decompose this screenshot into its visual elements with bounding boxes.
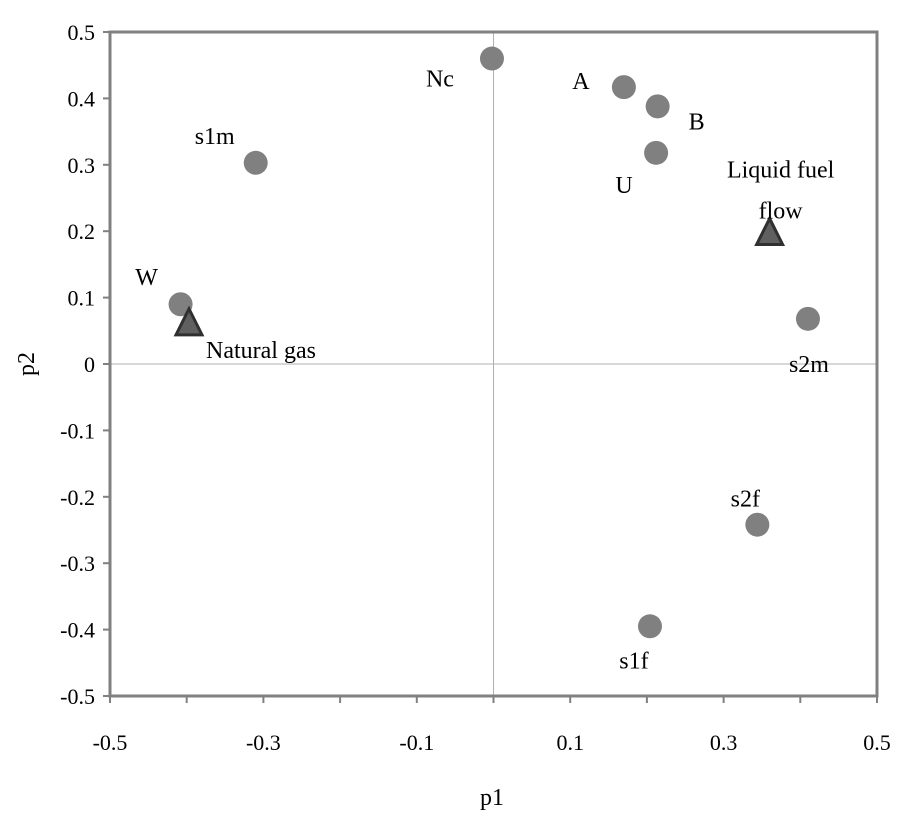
- scatter-point: [611, 75, 636, 100]
- y-tick-label: -0.5: [60, 684, 95, 709]
- triangle-marker: [754, 215, 786, 247]
- x-tick-label: -0.5: [93, 730, 128, 755]
- scatter-point: [795, 306, 820, 331]
- triangle-marker: [173, 305, 205, 337]
- scatter-point: [243, 150, 268, 175]
- zero-lines: [110, 32, 877, 696]
- y-tick-label: 0.3: [68, 153, 96, 178]
- point-label: s2m: [789, 352, 829, 378]
- y-tick-label: 0.1: [68, 286, 96, 311]
- y-tick-label: 0.2: [68, 219, 96, 244]
- y-tick-label: 0.4: [68, 86, 96, 111]
- data-points: [168, 46, 820, 639]
- point-label: B: [689, 109, 705, 135]
- y-tick-label: 0: [84, 352, 95, 377]
- x-axis: -0.5 -0.3 -0.1 0.1 0.3 0.5: [93, 696, 891, 755]
- scatter-point: [168, 292, 193, 317]
- y-tick-label: -0.2: [60, 485, 95, 510]
- point-label: U: [615, 173, 632, 199]
- scatter-point: [745, 512, 770, 537]
- point-label: Nc: [426, 67, 454, 93]
- y-tick-label: -0.4: [60, 618, 95, 643]
- x-tick-label: 0.3: [710, 730, 738, 755]
- scatter-point: [637, 614, 662, 639]
- point-label: s2f: [731, 487, 760, 513]
- x-tick-label: 0.1: [556, 730, 584, 755]
- point-label: Liquid fuel flow: [727, 158, 835, 225]
- point-label: A: [572, 69, 590, 95]
- scatter-point: [479, 46, 504, 71]
- point-label: Natural gas: [206, 338, 316, 364]
- point-label: s1f: [619, 648, 648, 674]
- x-tick-label: 0.5: [863, 730, 891, 755]
- scatter-point: [645, 94, 670, 119]
- x-tick-label: -0.3: [246, 730, 281, 755]
- x-tick-label: -0.1: [399, 730, 434, 755]
- scatter-point: [644, 140, 669, 165]
- y-axis-title: p2: [14, 352, 40, 376]
- y-tick-label: 0.5: [68, 20, 96, 45]
- point-label: W: [135, 265, 158, 291]
- x-axis-title: p1: [480, 785, 504, 811]
- y-tick-label: -0.1: [60, 418, 95, 443]
- y-tick-label: -0.3: [60, 551, 95, 576]
- y-axis: 0.5 0.4 0.3 0.2 0.1 0 -0.1 -0.2 -0.3 -0.4 -0.5: [60, 20, 110, 709]
- point-label: s1m: [195, 124, 235, 150]
